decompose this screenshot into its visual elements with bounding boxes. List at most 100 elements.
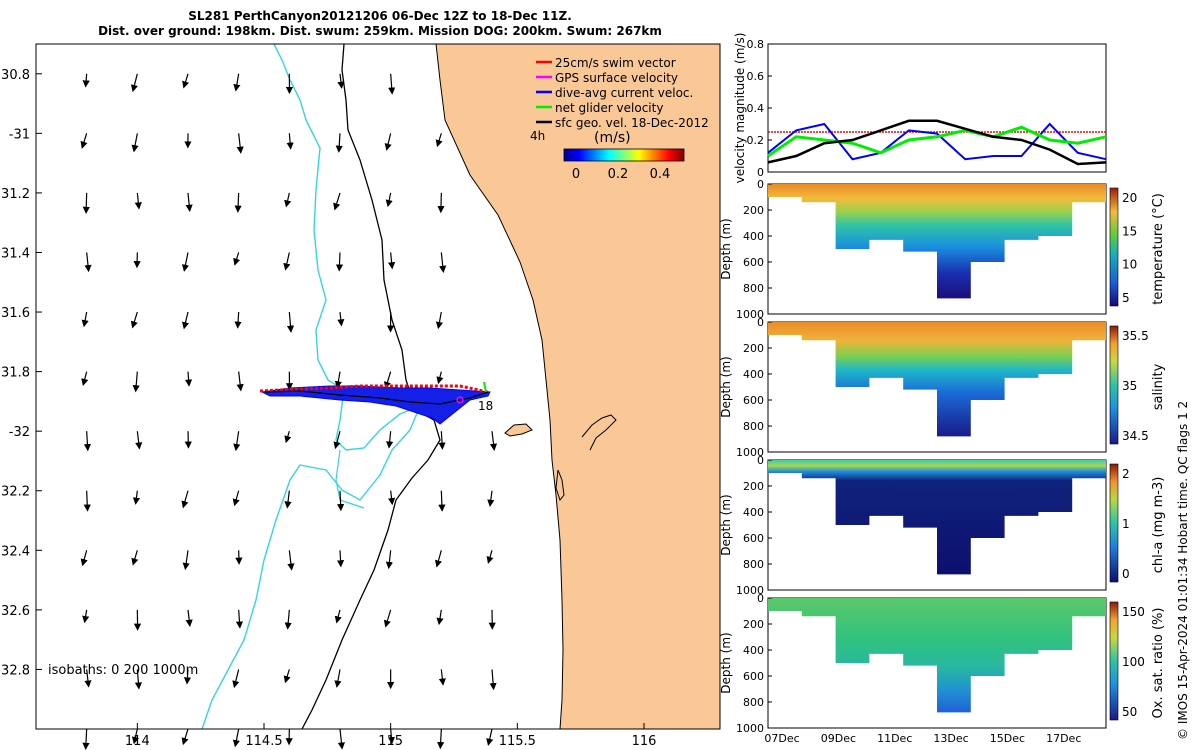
current-arrow bbox=[233, 73, 241, 92]
current-arrow bbox=[486, 728, 494, 746]
current-arrow bbox=[181, 728, 189, 746]
temperature-ytick-label: 600 bbox=[743, 256, 764, 269]
current-arrow bbox=[286, 133, 294, 150]
current-arrow bbox=[284, 490, 292, 509]
current-arrow bbox=[487, 490, 495, 507]
title-line-2: Dist. over ground: 198km. Dist. swum: 25… bbox=[98, 24, 662, 38]
salinity-cbar-tick: 35 bbox=[1122, 379, 1137, 393]
current-arrow bbox=[337, 728, 346, 750]
current-arrow bbox=[284, 192, 292, 208]
current-arrow bbox=[436, 609, 444, 626]
surface-current-arrows bbox=[80, 73, 498, 750]
speed-series-line bbox=[767, 119, 1107, 166]
salinity-ytick-label: 1000 bbox=[736, 446, 764, 459]
speed-colorbar-ticks: 0 0.2 0.4 bbox=[572, 167, 670, 182]
current-arrow bbox=[132, 490, 141, 505]
chla-cbar-tick: 2 bbox=[1122, 467, 1130, 481]
current-arrow bbox=[82, 728, 90, 750]
current-arrow bbox=[388, 252, 396, 270]
current-arrow bbox=[337, 490, 345, 512]
current-arrow bbox=[283, 669, 291, 684]
chla-cbar-label: chl-a (mg m-3) bbox=[1151, 477, 1166, 574]
current-arrow bbox=[435, 550, 442, 568]
current-arrow bbox=[336, 550, 345, 568]
oxygen-colorbar bbox=[1109, 601, 1119, 721]
current-arrow bbox=[132, 371, 140, 393]
time-tick-label: 09Dec bbox=[821, 732, 856, 745]
speed-ytick-label: 0.2 bbox=[747, 134, 765, 147]
salinity-cbar-tick: 35.5 bbox=[1122, 329, 1149, 343]
chla-colorbar bbox=[1109, 463, 1119, 583]
current-arrow bbox=[435, 133, 443, 148]
temperature-cbar-tick: 20 bbox=[1122, 191, 1137, 205]
oxygen-ytick-label: 1000 bbox=[736, 722, 764, 735]
time-tick-label: 07Dec bbox=[764, 732, 799, 745]
current-arrow bbox=[185, 609, 193, 627]
map-ytick-label: 32.8 bbox=[1, 663, 30, 678]
track-swim-red bbox=[259, 384, 489, 394]
current-arrow bbox=[334, 609, 342, 624]
legend-label: GPS surface velocity bbox=[555, 71, 678, 85]
current-arrow bbox=[284, 609, 292, 630]
island-rottnest bbox=[504, 423, 533, 437]
speed-ytick-label: 0.8 bbox=[747, 38, 765, 51]
oxygen-ytick-label: 600 bbox=[743, 670, 764, 683]
salinity-ytick-label: 0 bbox=[757, 316, 764, 329]
current-arrow bbox=[333, 192, 341, 211]
coast-fremantle bbox=[581, 414, 617, 451]
map-xtick-label: 115.5 bbox=[499, 734, 536, 749]
colorbar-tick-label: 0.4 bbox=[650, 167, 671, 182]
speed-colorbar bbox=[563, 148, 685, 162]
current-arrow bbox=[83, 490, 91, 512]
map-ytick-label: 31.8 bbox=[1, 366, 30, 381]
current-arrow bbox=[383, 609, 392, 628]
speed-ytick-label: 0.6 bbox=[747, 70, 765, 83]
current-arrow bbox=[84, 252, 92, 273]
chla-section-fill bbox=[768, 460, 1106, 575]
current-arrow bbox=[235, 609, 244, 629]
current-arrow bbox=[82, 609, 90, 624]
current-arrow bbox=[236, 133, 244, 154]
map-xtick-label: 116 bbox=[632, 734, 657, 749]
temperature-section-fill bbox=[768, 184, 1106, 299]
map-ytick-label: -32 bbox=[9, 425, 30, 440]
temperature-ytick-label: 800 bbox=[743, 282, 764, 295]
chla-cbar-tick: 1 bbox=[1122, 517, 1130, 531]
current-arrow bbox=[283, 252, 291, 271]
chla-ytick-label: 200 bbox=[743, 480, 764, 493]
time-tick-label: 17Dec bbox=[1046, 732, 1081, 745]
salinity-cbar-tick: 34.5 bbox=[1122, 429, 1149, 443]
salinity-ylabel: Depth (m) bbox=[719, 356, 733, 417]
current-arrow bbox=[234, 192, 242, 213]
current-arrow bbox=[489, 431, 498, 451]
map-ytick-label: 31.6 bbox=[1, 306, 30, 321]
salinity-colorbar bbox=[1109, 325, 1119, 445]
temperature-colorbar bbox=[1109, 187, 1119, 307]
current-arrow bbox=[334, 371, 342, 389]
current-arrow bbox=[134, 192, 142, 210]
current-arrow bbox=[286, 311, 295, 333]
current-arrow bbox=[81, 371, 89, 387]
map-x-ticks: 114 114.5 115 115.5 116 bbox=[125, 723, 656, 749]
speed-panel: 0 0.2 0.4 0.6 0.8 velocity magnitude (m/s) bbox=[733, 33, 1107, 183]
map-y-ticks: 30.8 -31 31.2 31.4 31.6 31.8 -32 32.2 32.4 32.6 32… bbox=[1, 68, 42, 678]
current-arrow bbox=[234, 312, 242, 329]
current-arrow bbox=[82, 192, 90, 214]
current-arrow bbox=[184, 371, 193, 387]
oxygen-cbar-label: Ox. sat. ratio (%) bbox=[1151, 608, 1166, 719]
map-frame bbox=[35, 43, 721, 730]
oxygen-ytick-label: 200 bbox=[743, 618, 764, 631]
oxygen-ytick-label: 800 bbox=[743, 696, 764, 709]
time-tick-label: 15Dec bbox=[990, 732, 1025, 745]
chla-ytick-label: 600 bbox=[743, 532, 764, 545]
current-arrow bbox=[337, 73, 345, 89]
oxygen-cbar-tick: 150 bbox=[1122, 605, 1145, 619]
map-ytick-label: 32.2 bbox=[1, 485, 30, 500]
current-arrow bbox=[335, 252, 344, 272]
chla-cbar-tick: 0 bbox=[1122, 567, 1130, 581]
map-xtick-label: 114.5 bbox=[245, 734, 282, 749]
legend-label: dive-avg current veloc. bbox=[555, 86, 693, 100]
track-black bbox=[264, 390, 489, 405]
land-mass bbox=[435, 44, 720, 729]
temperature-ytick-label: 1000 bbox=[736, 308, 764, 321]
